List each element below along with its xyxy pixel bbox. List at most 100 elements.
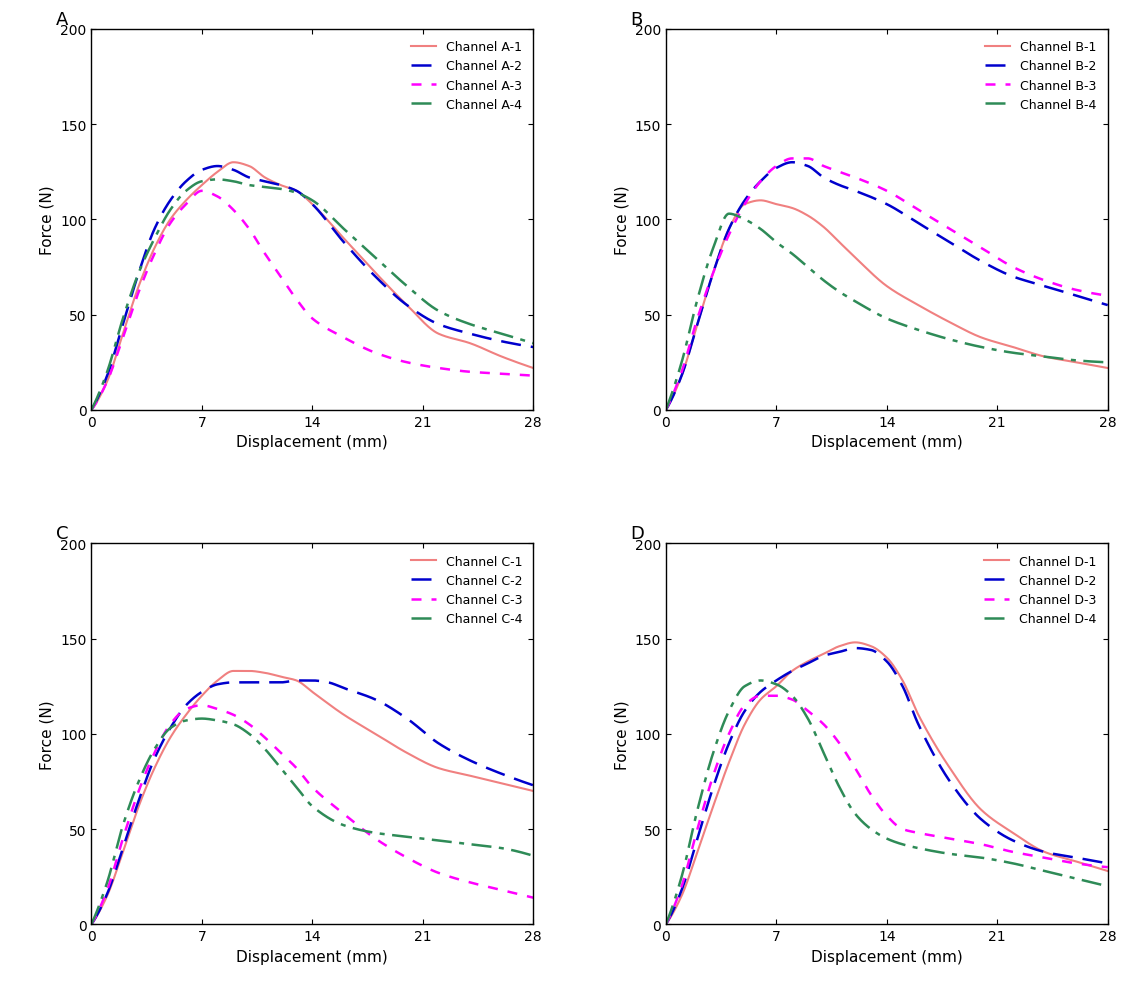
Line: Channel D-3: Channel D-3: [666, 696, 1108, 924]
Channel A-1: [226, 157, 240, 169]
Channel D-4: [941, 848, 955, 860]
Channel D-3: [686, 840, 700, 852]
Channel C-2: [353, 688, 367, 700]
Channel D-2: [995, 829, 1008, 841]
Legend: Channel B-1, Channel B-2, Channel B-3, Channel B-4: Channel B-1, Channel B-2, Channel B-3, C…: [980, 36, 1102, 116]
Channel A-3: [85, 405, 98, 416]
Channel B-1: [1040, 352, 1054, 364]
Channel C-3: [112, 848, 126, 860]
Line: Channel D-4: Channel D-4: [666, 681, 1108, 924]
Channel C-4: [85, 918, 98, 930]
Channel B-4: [995, 346, 1008, 358]
Channel C-1: [341, 712, 355, 724]
Line: Channel A-1: Channel A-1: [91, 163, 533, 411]
Line: Channel B-1: Channel B-1: [666, 201, 1108, 411]
Channel A-2: [85, 405, 98, 416]
Channel C-3: [466, 877, 480, 889]
Channel D-3: [754, 690, 767, 702]
Channel A-3: [466, 367, 480, 379]
Channel C-1: [85, 918, 98, 930]
Channel C-3: [526, 892, 540, 904]
Channel D-2: [927, 750, 941, 762]
Channel D-2: [659, 918, 673, 930]
Y-axis label: Force (N): Force (N): [40, 700, 55, 768]
Channel D-3: [1040, 852, 1054, 864]
Channel A-4: [112, 328, 126, 340]
Channel D-1: [927, 739, 941, 750]
Channel A-3: [367, 347, 380, 359]
Channel D-4: [916, 843, 930, 855]
Channel D-1: [849, 637, 862, 649]
Channel C-2: [290, 675, 304, 687]
Text: D: D: [630, 525, 644, 543]
Channel D-1: [1040, 847, 1054, 859]
Channel B-4: [1040, 352, 1054, 364]
Channel D-4: [927, 846, 941, 858]
Channel D-4: [995, 855, 1008, 867]
Channel B-2: [1040, 281, 1054, 293]
Channel A-3: [112, 345, 126, 357]
Channel A-2: [210, 161, 224, 173]
Channel B-4: [916, 326, 930, 338]
Channel A-3: [195, 186, 209, 198]
Channel A-2: [353, 255, 367, 267]
Line: Channel B-3: Channel B-3: [666, 159, 1108, 411]
Channel B-1: [927, 309, 941, 321]
Channel B-2: [686, 334, 700, 346]
Channel B-3: [916, 208, 930, 220]
Channel B-4: [686, 311, 700, 323]
Legend: Channel D-1, Channel D-2, Channel D-3, Channel D-4: Channel D-1, Channel D-2, Channel D-3, C…: [979, 550, 1102, 630]
Channel D-2: [941, 772, 955, 784]
Channel A-2: [367, 269, 380, 281]
Channel A-1: [367, 265, 380, 277]
Channel D-3: [995, 844, 1008, 856]
Channel B-1: [916, 302, 930, 314]
Channel C-2: [341, 684, 355, 696]
Channel C-4: [367, 827, 380, 839]
Channel C-4: [112, 835, 126, 847]
Channel B-3: [659, 405, 673, 416]
Line: Channel C-3: Channel C-3: [91, 706, 533, 924]
Channel B-2: [941, 236, 955, 248]
Line: Channel A-4: Channel A-4: [91, 180, 533, 411]
Channel C-1: [353, 719, 367, 731]
Channel C-3: [85, 918, 98, 930]
Channel C-2: [420, 729, 434, 741]
Line: Channel C-4: Channel C-4: [91, 719, 533, 924]
Channel B-2: [785, 157, 798, 169]
Channel B-3: [686, 328, 700, 340]
Channel A-4: [526, 338, 540, 350]
Channel B-4: [941, 334, 955, 346]
Channel B-1: [659, 405, 673, 416]
Channel B-3: [995, 255, 1008, 267]
Channel C-1: [226, 665, 240, 677]
Channel D-1: [659, 918, 673, 930]
Channel C-4: [420, 833, 434, 845]
Channel D-1: [995, 820, 1008, 832]
Channel D-4: [1101, 881, 1115, 893]
Channel A-1: [526, 363, 540, 375]
Channel B-4: [722, 209, 735, 221]
Line: Channel B-4: Channel B-4: [666, 215, 1108, 411]
Channel D-2: [686, 848, 700, 860]
Channel A-2: [420, 313, 434, 325]
Channel B-1: [754, 195, 767, 207]
Channel B-2: [659, 405, 673, 416]
Channel B-2: [995, 266, 1008, 278]
Channel B-2: [927, 228, 941, 240]
Channel C-4: [526, 850, 540, 862]
Channel B-3: [786, 153, 799, 165]
Channel B-2: [916, 221, 930, 233]
Channel A-1: [341, 239, 355, 250]
Channel D-3: [941, 832, 955, 844]
Channel D-2: [1101, 858, 1115, 870]
Channel A-4: [367, 250, 380, 262]
Channel A-3: [420, 361, 434, 373]
Channel C-2: [112, 856, 126, 868]
Channel D-3: [659, 918, 673, 930]
Channel C-3: [353, 821, 367, 833]
Channel A-2: [341, 243, 355, 254]
Channel D-3: [927, 830, 941, 842]
X-axis label: Displacement (mm): Displacement (mm): [236, 435, 388, 450]
X-axis label: Displacement (mm): Displacement (mm): [811, 435, 963, 450]
